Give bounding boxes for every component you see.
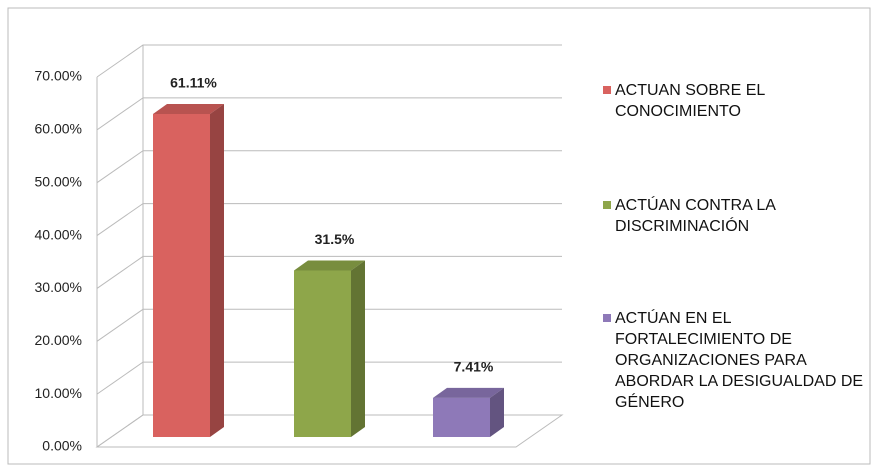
legend-label: ACTÚAN EN EL FORTALECIMIENTO DE ORGANIZA… (615, 310, 864, 411)
data-label: 7.41% (454, 359, 494, 375)
legend-entry: ACTUAN SOBRE EL CONOCIMIENTO (603, 80, 870, 122)
y-tick-label: 60.00% (35, 121, 82, 137)
bar-top (153, 103, 224, 114)
bar (433, 387, 504, 437)
y-tick-label: 50.00% (35, 173, 82, 189)
legend-swatch (603, 86, 611, 94)
grid-line (96, 203, 562, 236)
bar-front (153, 113, 210, 438)
bar-front (433, 397, 490, 437)
grid-line (96, 150, 562, 184)
y-tick-label: 20.00% (35, 332, 82, 348)
bar-top (433, 387, 504, 398)
bar (294, 260, 365, 437)
legend-label: ACTÚAN CONTRA LA DISCRIMINACIÓN (615, 197, 776, 235)
bar-top (294, 260, 365, 271)
data-label: 31.5% (315, 231, 355, 247)
grid-line (96, 361, 562, 395)
y-tick-label: 0.00% (42, 438, 82, 454)
y-tick-label: 30.00% (35, 279, 82, 295)
legend-label: ACTUAN SOBRE EL CONOCIMIENTO (615, 82, 765, 120)
bar-side (210, 103, 224, 438)
legend-entry: ACTÚAN EN EL FORTALECIMIENTO DE ORGANIZA… (603, 308, 870, 413)
bar-side (351, 260, 365, 437)
frame (7, 7, 871, 465)
grid-line (96, 255, 562, 289)
y-tick-label: 70.00% (35, 68, 82, 84)
grid-line (96, 44, 562, 78)
data-label: 61.11% (170, 75, 217, 91)
bar-front (294, 270, 351, 437)
legend-swatch (603, 201, 611, 209)
grid-line (96, 97, 562, 131)
legend-entry: ACTÚAN CONTRA LA DISCRIMINACIÓN (603, 195, 870, 237)
y-tick-label: 40.00% (35, 226, 82, 242)
grid-line (96, 308, 562, 342)
legend-swatch (603, 314, 611, 322)
bar (153, 103, 224, 438)
grid-line (96, 414, 562, 448)
bar-side (490, 387, 504, 437)
y-tick-label: 10.00% (35, 385, 82, 401)
